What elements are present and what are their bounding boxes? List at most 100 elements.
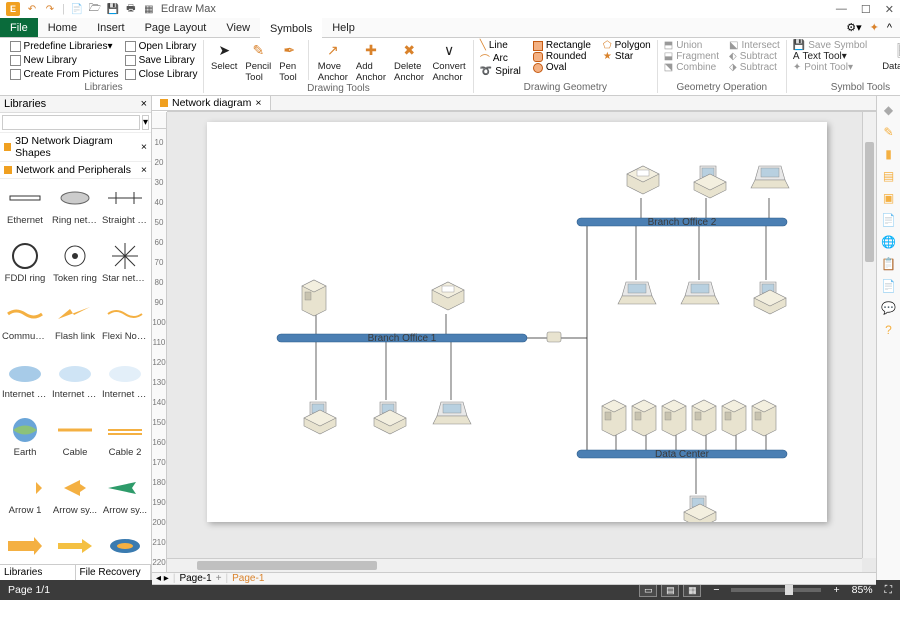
shape-Earth[interactable]: Earth (0, 411, 50, 469)
combine-button[interactable]: ⬔Combine (662, 62, 721, 73)
oval-tool[interactable]: Oval (531, 62, 593, 73)
minimize-button[interactable]: — (836, 3, 847, 16)
search-dropdown[interactable]: ▾ (142, 115, 149, 130)
right-tool-0[interactable]: ◆ (881, 102, 897, 118)
rounded-tool[interactable]: Rounded (531, 51, 593, 62)
new-library-button[interactable]: New Library (8, 54, 121, 67)
zoom-slider[interactable] (731, 588, 821, 592)
view-outline[interactable]: ▤ (661, 583, 679, 597)
shape-Ethernet[interactable]: Ethernet (0, 179, 50, 237)
right-tool-8[interactable]: 📄 (881, 278, 897, 294)
predefine-libraries-button[interactable]: Predefine Libraries▾ (8, 40, 121, 53)
color-strip[interactable] (152, 584, 876, 585)
refresh-icon[interactable]: ✦ (870, 21, 879, 34)
section-network-periph[interactable]: Network and Peripherals× (0, 162, 151, 179)
shape-FDDI ring[interactable]: FDDI ring (0, 237, 50, 295)
view-normal[interactable]: ▭ (639, 583, 657, 597)
shape-Internet C...[interactable]: Internet C... (0, 353, 50, 411)
print-icon[interactable]: 🖶 (125, 3, 137, 15)
menu-page-layout[interactable]: Page Layout (135, 18, 217, 37)
undo-icon[interactable]: ↶ (26, 3, 38, 15)
open-icon[interactable]: 🗁 (89, 3, 101, 15)
library-search-input[interactable] (2, 115, 140, 130)
shape-Ring netw...[interactable]: Ring netw... (50, 179, 100, 237)
shape-Cable[interactable]: Cable (50, 411, 100, 469)
page-tab-add[interactable]: + (216, 573, 222, 584)
right-tool-7[interactable]: 📋 (881, 256, 897, 272)
redo-icon[interactable]: ↷ (44, 3, 56, 15)
menu-home[interactable]: Home (38, 18, 87, 37)
convert-anchor-tool[interactable]: ∨Convert Anchor (429, 40, 468, 83)
shape-Straight b...[interactable]: Straight b... (100, 179, 150, 237)
spiral-tool[interactable]: ➰Spiral (478, 66, 523, 77)
subtract1-button[interactable]: ⬖Subtract (727, 51, 782, 62)
shape-Internet C...[interactable]: Internet C... (100, 353, 150, 411)
document-tab[interactable]: Network diagram× (152, 96, 271, 110)
star-tool[interactable]: ★Star (601, 51, 653, 62)
page-tab-1b[interactable]: Page-1 (232, 573, 264, 584)
page-nav[interactable]: ◂ ▸ (156, 573, 169, 584)
shape-Arrow sy...[interactable]: Arrow sy... (50, 469, 100, 527)
section-3d-network[interactable]: 3D Network Diagram Shapes× (0, 133, 151, 162)
create-from-pictures-button[interactable]: Create From Pictures (8, 68, 121, 81)
customize-icon[interactable]: ▦ (143, 3, 155, 15)
view-full[interactable]: ▦ (683, 583, 701, 597)
save-icon[interactable]: 💾 (107, 3, 119, 15)
shape-Cable 2[interactable]: Cable 2 (100, 411, 150, 469)
close-library-button[interactable]: Close Library (123, 68, 200, 81)
menu-insert[interactable]: Insert (87, 18, 135, 37)
shape-Token ring[interactable]: Token ring (50, 237, 100, 295)
panel-tab-file-recovery[interactable]: File Recovery (76, 565, 152, 580)
shape-Flexi Nod...[interactable]: Flexi Nod... (100, 295, 150, 353)
right-tool-9[interactable]: 💬 (881, 300, 897, 316)
datasheet-button[interactable]: 🗄DataSheet (879, 40, 900, 72)
point-tool-button[interactable]: ✦Point Tool▾ (791, 62, 869, 73)
move-anchor-tool[interactable]: ↗Move Anchor (315, 40, 351, 83)
rectangle-tool[interactable]: Rectangle (531, 40, 593, 51)
panel-close-icon[interactable]: × (141, 98, 147, 110)
right-tool-4[interactable]: ▣ (881, 190, 897, 206)
menu-file[interactable]: File (0, 18, 38, 37)
subtract2-button[interactable]: ⬗Subtract (727, 62, 782, 73)
vertical-scrollbar[interactable] (862, 112, 876, 558)
right-tool-10[interactable]: ? (881, 322, 897, 338)
menu-help[interactable]: Help (322, 18, 365, 37)
fragment-button[interactable]: ⬓Fragment (662, 51, 721, 62)
shape-Star netw...[interactable]: Star netw... (100, 237, 150, 295)
zoom-minus[interactable]: − (713, 584, 719, 596)
save-library-button[interactable]: Save Library (123, 54, 200, 67)
shape-Internet C...[interactable]: Internet C... (50, 353, 100, 411)
right-tool-5[interactable]: 📄 (881, 212, 897, 228)
zoom-plus[interactable]: + (833, 584, 839, 596)
save-symbol-button[interactable]: 💾Save Symbol (791, 40, 869, 51)
open-library-button[interactable]: Open Library (123, 40, 200, 53)
shape-Communi...[interactable]: Communi... (0, 295, 50, 353)
panel-tab-libraries[interactable]: Libraries (0, 565, 76, 580)
right-tool-1[interactable]: ✎ (881, 124, 897, 140)
delete-anchor-tool[interactable]: ✖Delete Anchor (391, 40, 427, 83)
union-button[interactable]: ⬒Union (662, 40, 721, 51)
shape-Arrow sy...[interactable]: Arrow sy... (0, 527, 50, 564)
menu-view[interactable]: View (216, 18, 260, 37)
pencil-tool[interactable]: ✎Pencil Tool (242, 40, 274, 83)
horizontal-scrollbar[interactable] (167, 558, 862, 572)
line-tool[interactable]: ╲Line (478, 40, 523, 51)
menu-symbols[interactable]: Symbols (260, 18, 322, 38)
doc-tab-close-icon[interactable]: × (255, 97, 261, 109)
shape-Flash link[interactable]: Flash link (50, 295, 100, 353)
shape-Arrow 1[interactable]: Arrow 1 (0, 469, 50, 527)
text-tool-button[interactable]: AText Tool▾ (791, 51, 869, 62)
new-icon[interactable]: 📄 (71, 3, 83, 15)
shape-Arrow sy...[interactable]: Arrow sy... (50, 527, 100, 564)
shape-Arrow sy...[interactable]: Arrow sy... (100, 469, 150, 527)
right-tool-6[interactable]: 🌐 (881, 234, 897, 250)
pen-tool[interactable]: ✒Pen Tool (276, 40, 302, 83)
select-tool[interactable]: ➤Select (208, 40, 240, 72)
close-button[interactable]: ✕ (885, 3, 894, 16)
arc-tool[interactable]: ⌒Arc (478, 51, 523, 66)
gear-icon[interactable]: ⚙▾ (846, 21, 861, 34)
zoom-fit[interactable]: ⛶ (885, 584, 892, 597)
canvas[interactable]: Branch Office 1Branch Office 2Data Cente… (167, 112, 876, 572)
intersect-button[interactable]: ⬕Intersect (727, 40, 782, 51)
shape-Optical fi...[interactable]: Optical fi... (100, 527, 150, 564)
